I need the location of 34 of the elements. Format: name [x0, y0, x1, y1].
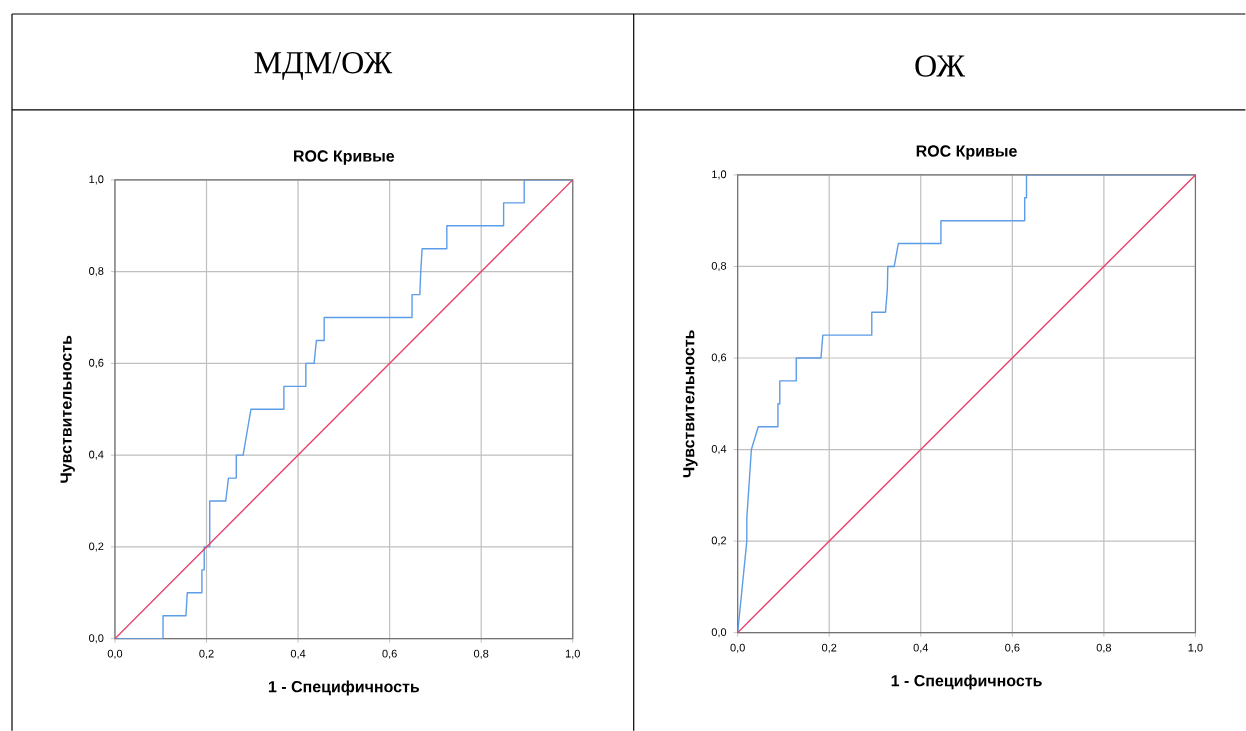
- y-tick-label: 0,2: [89, 542, 104, 552]
- y-tick-label: 0,4: [89, 450, 104, 460]
- y-tick-label: 0,6: [89, 358, 104, 368]
- x-tick-label: 1,0: [1188, 643, 1203, 653]
- chart-subtitle: ROC Кривые: [294, 150, 395, 165]
- x-tick-label: 1,0: [565, 649, 580, 659]
- chart-title: ОЖ: [915, 55, 966, 77]
- x-tick-label: 0,2: [822, 643, 837, 653]
- y-tick-label: 0,2: [711, 536, 727, 546]
- y-tick-label: 1,0: [89, 175, 104, 185]
- x-axis-title: 1 - Специфичность: [268, 680, 420, 696]
- x-tick-label: 0,6: [1005, 643, 1020, 653]
- y-tick-label: 0,6: [711, 353, 727, 363]
- x-tick-label: 0,4: [913, 643, 929, 653]
- x-tick-label: 0,0: [730, 643, 745, 653]
- x-tick-label: 0,8: [1096, 643, 1112, 653]
- y-axis-title: Чувствительность: [683, 330, 698, 478]
- x-tick-label: 0,4: [290, 649, 306, 659]
- x-axis-title: 1 - Специфичность: [891, 674, 1042, 690]
- x-tick-label: 0,8: [473, 649, 489, 659]
- y-axis-title: Чувствительность: [60, 335, 75, 483]
- y-tick-label: 0,0: [89, 634, 104, 644]
- x-tick-label: 0,2: [199, 649, 214, 659]
- x-tick-label: 0,6: [382, 649, 397, 659]
- chart-title: МДМ/ОЖ: [254, 51, 393, 80]
- line-series: [114, 179, 573, 639]
- y-tick-label: 0,8: [89, 267, 104, 277]
- y-tick-label: 0,0: [711, 628, 727, 638]
- chart-subtitle: ROC Кривые: [916, 145, 1017, 160]
- y-tick-label: 0,8: [711, 261, 727, 271]
- line-series: [737, 174, 1196, 633]
- y-tick-label: 0,4: [711, 444, 727, 455]
- x-tick-label: 0,0: [107, 649, 123, 659]
- y-tick-label: 1,0: [712, 170, 727, 180]
